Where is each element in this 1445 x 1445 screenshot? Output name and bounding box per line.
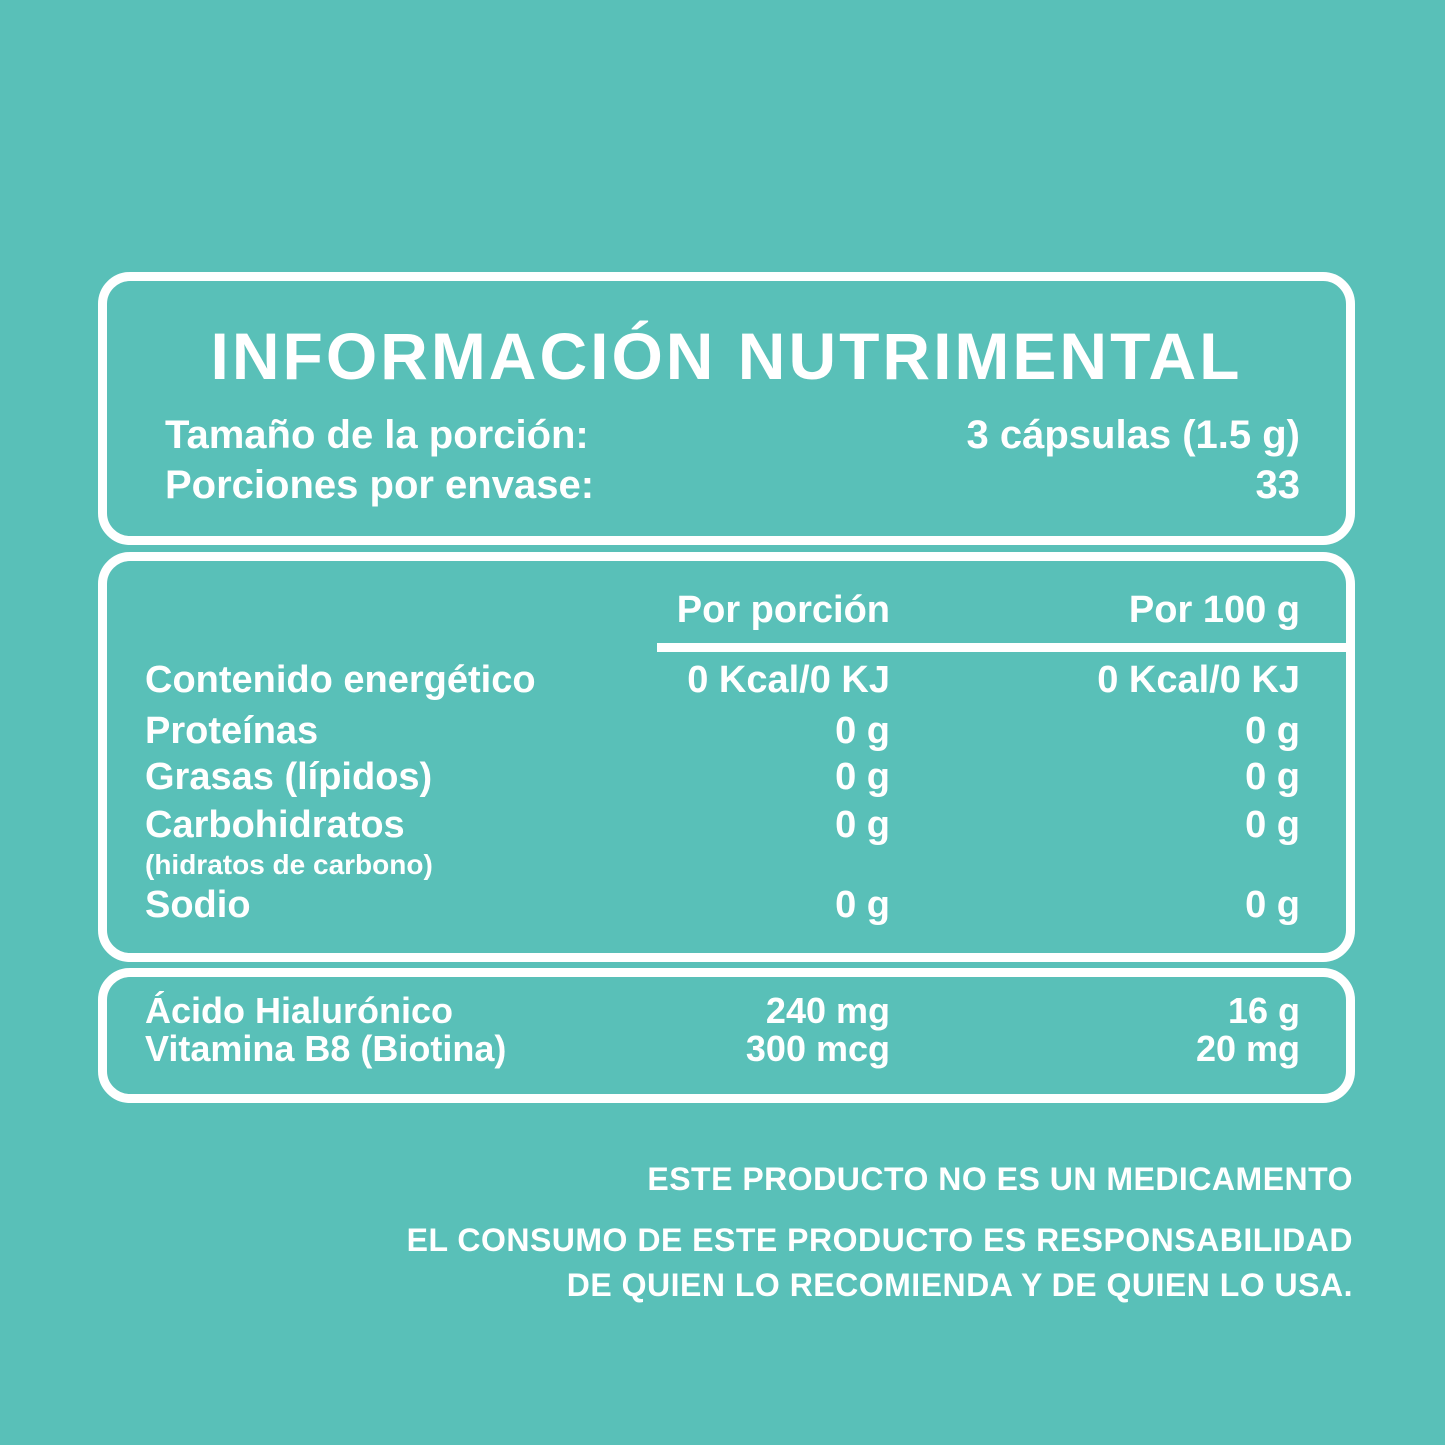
nutrient-row-fat: Grasas (lípidos) 0 g 0 g xyxy=(145,755,1300,799)
column-header-row: Por porción Por 100 g xyxy=(145,588,1300,632)
serving-size-row: Tamaño de la porción: 3 cápsulas (1.5 g) xyxy=(165,411,1300,459)
nutrient-label: Sodio xyxy=(145,884,251,926)
active-ingredients-box: Ácido Hialurónico 240 mg 16 g Vitamina B… xyxy=(98,968,1355,1103)
nutrient-label-main: Carbohidratos xyxy=(145,804,405,846)
nutrient-row-carbohydrates: Carbohidratos (hidratos de carbono) 0 g 0… xyxy=(145,803,1300,881)
nutrient-row-protein: Proteínas 0 g 0 g xyxy=(145,709,1300,753)
per-serving-value: 0 g xyxy=(835,884,890,926)
serving-size-value: 3 cápsulas (1.5 g) xyxy=(966,413,1300,457)
per-serving-value: 0 g xyxy=(835,710,890,752)
nutrition-table-box: Por porción Por 100 g Contenido energéti… xyxy=(98,552,1355,962)
nutrient-row-sodium: Sodio 0 g 0 g xyxy=(145,883,1300,927)
serving-size-label: Tamaño de la porción: xyxy=(165,413,589,457)
active-label: Vitamina B8 (Biotina) xyxy=(145,1028,507,1069)
per-serving-column-header: Por porción xyxy=(676,589,890,631)
per-serving-value: 240 mg xyxy=(765,990,890,1031)
nutrition-info-title: INFORMACIÓN NUTRIMENTAL xyxy=(210,319,1243,393)
per-100g-value: 0 g xyxy=(1245,884,1300,926)
per-serving-value: 0 g xyxy=(835,756,890,798)
disclaimer: ESTE PRODUCTO NO ES UN MEDICAMENTO EL CO… xyxy=(407,1160,1353,1308)
disclaimer-line-responsibility-1: EL CONSUMO DE ESTE PRODUCTO ES RESPONSAB… xyxy=(406,1222,1353,1258)
active-row-hyaluronic-acid: Ácido Hialurónico 240 mg 16 g xyxy=(145,991,1300,1031)
per-100g-value: 0 g xyxy=(1245,756,1300,798)
per-serving-value: 0 g xyxy=(835,804,890,846)
header-underline xyxy=(657,643,1346,652)
active-row-biotin: Vitamina B8 (Biotina) 300 mcg 20 mg xyxy=(145,1029,1300,1069)
disclaimer-line-not-medicine: ESTE PRODUCTO NO ES UN MEDICAMENTO xyxy=(647,1161,1353,1197)
nutrient-label: Carbohidratos (hidratos de carbono) xyxy=(145,803,640,881)
header-box: INFORMACIÓN NUTRIMENTAL Tamaño de la por… xyxy=(98,272,1355,545)
nutrient-label: Proteínas xyxy=(145,710,319,752)
servings-per-container-label: Porciones por envase: xyxy=(165,463,595,507)
nutrient-label-sub: (hidratos de carbono) xyxy=(145,849,433,880)
nutrient-label: Grasas (lípidos) xyxy=(145,756,433,798)
per-100g-value: 20 mg xyxy=(1195,1028,1300,1069)
per-100g-value: 0 g xyxy=(1245,710,1300,752)
per-100g-value: 16 g xyxy=(1227,990,1300,1031)
per-serving-value: 0 Kcal/0 KJ xyxy=(687,659,890,701)
servings-per-container-value: 33 xyxy=(1255,463,1301,507)
active-label: Ácido Hialurónico xyxy=(145,990,454,1031)
per-100g-column-header: Por 100 g xyxy=(1128,589,1300,631)
disclaimer-line-responsibility-2: DE QUIEN LO RECOMIENDA Y DE QUIEN LO USA… xyxy=(566,1267,1353,1303)
per-100g-value: 0 Kcal/0 KJ xyxy=(1097,659,1300,701)
per-serving-value: 300 mcg xyxy=(745,1028,890,1069)
nutrient-row-energy: Contenido energético 0 Kcal/0 KJ 0 Kcal/… xyxy=(145,658,1300,702)
per-100g-value: 0 g xyxy=(1245,804,1300,846)
servings-per-container-row: Porciones por envase: 33 xyxy=(165,461,1300,509)
nutrient-label: Contenido energético xyxy=(145,659,536,701)
